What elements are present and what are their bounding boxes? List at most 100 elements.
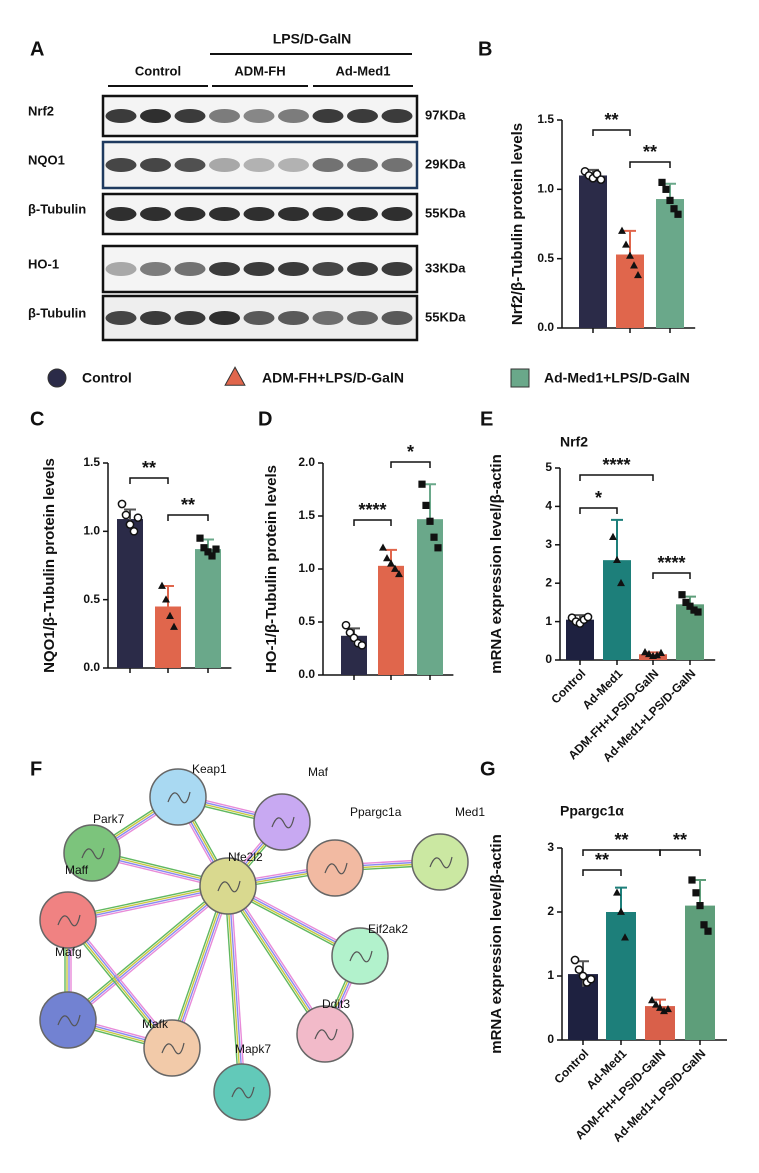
blot-band xyxy=(312,311,344,325)
data-point xyxy=(686,602,694,610)
significance-label: * xyxy=(595,488,602,508)
data-point xyxy=(117,499,127,509)
network-label: Park7 xyxy=(93,812,125,826)
y-axis-label: mRNA expression level/β-actin xyxy=(488,454,505,674)
y-tick-label: 1.0 xyxy=(537,182,554,196)
blot-band xyxy=(381,109,413,123)
data-point xyxy=(204,548,212,556)
blot-header: LPS/D-GalN xyxy=(273,31,352,47)
data-point xyxy=(586,974,596,984)
significance-bracket xyxy=(353,519,392,526)
blot-row-label: HO-1 xyxy=(28,256,59,271)
network-edge xyxy=(65,883,227,1019)
network-node xyxy=(331,927,389,985)
blot-band xyxy=(381,158,413,172)
data-point xyxy=(613,888,621,896)
blot-band xyxy=(174,262,206,276)
panel-letter: E xyxy=(480,408,493,430)
data-point xyxy=(170,622,178,630)
significance-label: ** xyxy=(643,142,657,162)
significance-label: **** xyxy=(358,500,386,520)
network-node xyxy=(253,793,311,851)
data-point xyxy=(357,640,367,650)
bar xyxy=(117,519,143,668)
data-point xyxy=(162,595,170,603)
network-edge xyxy=(230,885,246,1092)
blot-band xyxy=(174,311,206,325)
blot-band xyxy=(381,207,413,221)
network-label: Mafk xyxy=(142,1017,169,1031)
bar xyxy=(579,175,607,328)
chart-title: Nrf2 xyxy=(560,434,588,450)
bar xyxy=(195,549,221,668)
blot-row-label: β-Tubulin xyxy=(28,305,86,320)
data-point xyxy=(125,520,135,529)
significance-label: **** xyxy=(657,553,685,573)
network-edge xyxy=(224,887,324,1037)
significance-bracket xyxy=(129,477,169,484)
data-point xyxy=(133,513,143,523)
data-point xyxy=(426,517,434,525)
network-node xyxy=(39,891,97,949)
data-point xyxy=(574,965,584,974)
network-label: Maff xyxy=(65,863,89,877)
y-axis-label: NQO1/β-Tubulin protein levels xyxy=(41,458,58,673)
legend-label: Control xyxy=(82,370,132,386)
data-point xyxy=(656,1003,664,1011)
y-tick-label: 5 xyxy=(545,460,552,474)
node-glyph xyxy=(271,816,295,829)
blot-band xyxy=(347,109,378,123)
data-point xyxy=(609,532,617,540)
panel-letter: B xyxy=(478,38,492,60)
data-point xyxy=(434,544,442,552)
y-tick-label: 1 xyxy=(545,614,552,628)
blot-band xyxy=(347,207,378,221)
data-point xyxy=(383,554,391,562)
node-glyph xyxy=(324,862,348,875)
y-tick-label: 0.5 xyxy=(83,592,100,606)
network-node xyxy=(149,768,207,826)
data-point xyxy=(121,510,131,520)
bar xyxy=(378,565,404,675)
data-point xyxy=(570,955,580,965)
network-label: Mapk7 xyxy=(235,1042,271,1056)
blot-group: Ad-Med1 xyxy=(336,63,391,78)
network-label: Ppargc1a xyxy=(350,805,402,819)
blot-size: 55KDa xyxy=(425,205,466,220)
panel-letter: A xyxy=(30,38,44,60)
data-point xyxy=(212,545,220,553)
y-tick-label: 1.0 xyxy=(83,524,100,538)
network-edge xyxy=(229,883,329,1033)
network-node xyxy=(63,824,121,882)
data-point xyxy=(617,578,625,587)
significance-bracket xyxy=(629,161,671,168)
significance-bracket xyxy=(579,474,654,481)
significance-label: ** xyxy=(181,495,195,515)
data-point xyxy=(694,608,702,616)
significance-bracket xyxy=(582,869,622,876)
significance-bracket xyxy=(390,461,431,468)
significance-label: ** xyxy=(142,458,156,478)
network-label: Nfe2l2 xyxy=(228,850,263,864)
data-point xyxy=(578,971,588,981)
data-point xyxy=(395,569,403,578)
network-label: Maf xyxy=(308,765,329,779)
data-point xyxy=(657,648,665,656)
network-node xyxy=(213,1063,271,1121)
data-point xyxy=(641,648,649,656)
data-point xyxy=(622,240,630,248)
blot-band xyxy=(140,311,171,325)
data-point xyxy=(618,226,626,234)
blot-band xyxy=(312,158,344,172)
significance-bracket xyxy=(652,572,691,579)
network-edge xyxy=(226,886,325,1035)
data-point xyxy=(379,543,387,551)
blot-band xyxy=(381,262,413,276)
data-point xyxy=(664,1004,672,1013)
data-point xyxy=(660,1006,668,1015)
data-point xyxy=(678,591,686,599)
blot-group: ADM-FH xyxy=(234,63,285,78)
legend-marker xyxy=(47,368,67,388)
blot-band xyxy=(140,109,171,123)
y-tick-label: 2.0 xyxy=(298,455,315,469)
